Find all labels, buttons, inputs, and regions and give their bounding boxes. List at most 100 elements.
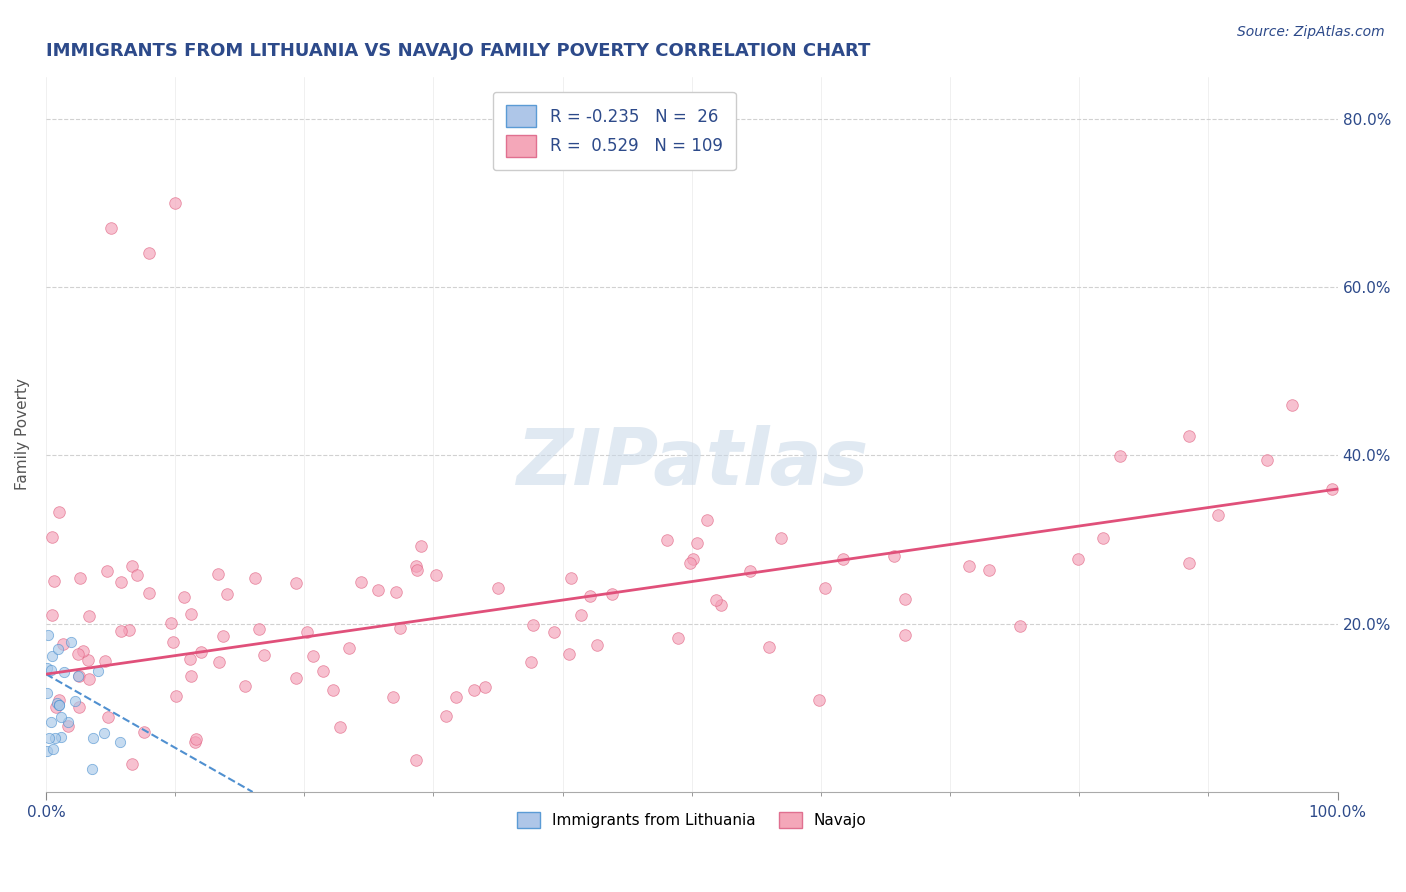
Point xyxy=(586,638,609,652)
Point xyxy=(322,683,344,698)
Point xyxy=(252,648,274,662)
Y-axis label: Family Poverty: Family Poverty xyxy=(15,378,30,491)
Point xyxy=(208,655,231,669)
Point xyxy=(558,647,581,661)
Point xyxy=(46,641,69,656)
Point xyxy=(132,724,155,739)
Point xyxy=(44,731,66,746)
Point xyxy=(682,552,704,566)
Point xyxy=(977,563,1000,577)
Point xyxy=(579,589,602,603)
Point xyxy=(58,719,80,733)
Point xyxy=(302,648,325,663)
Point xyxy=(1010,619,1032,633)
Point xyxy=(233,679,256,693)
Point xyxy=(41,649,63,664)
Text: IMMIGRANTS FROM LITHUANIA VS NAVAJO FAMILY POVERTY CORRELATION CHART: IMMIGRANTS FROM LITHUANIA VS NAVAJO FAMI… xyxy=(46,42,870,60)
Point xyxy=(543,624,565,639)
Point xyxy=(41,741,63,756)
Point xyxy=(48,698,70,713)
Legend: Immigrants from Lithuania, Navajo: Immigrants from Lithuania, Navajo xyxy=(510,805,873,834)
Point xyxy=(66,668,89,682)
Point xyxy=(39,663,62,677)
Point xyxy=(48,506,70,520)
Point xyxy=(173,590,195,604)
Point xyxy=(77,609,100,624)
Point xyxy=(77,672,100,686)
Point xyxy=(297,624,319,639)
Point xyxy=(883,549,905,563)
Point xyxy=(48,698,70,712)
Point xyxy=(52,637,75,651)
Point xyxy=(217,587,239,601)
Point xyxy=(405,559,427,574)
Point xyxy=(696,513,718,527)
Point xyxy=(1256,453,1278,467)
Point xyxy=(337,641,360,656)
Point xyxy=(159,615,181,630)
Point xyxy=(66,647,89,661)
Point xyxy=(165,195,187,210)
Point xyxy=(184,732,207,747)
Point xyxy=(87,664,110,678)
Point xyxy=(385,585,408,599)
Point xyxy=(808,692,831,706)
Point xyxy=(72,643,94,657)
Point xyxy=(37,686,59,700)
Point xyxy=(519,655,541,669)
Point xyxy=(59,635,82,649)
Point xyxy=(434,709,457,723)
Point xyxy=(52,665,75,679)
Point xyxy=(121,756,143,771)
Point xyxy=(180,669,202,683)
Point xyxy=(814,582,837,596)
Point xyxy=(405,563,427,577)
Point xyxy=(1067,551,1090,566)
Point xyxy=(285,576,308,591)
Point xyxy=(1177,428,1199,442)
Point xyxy=(179,652,201,666)
Point xyxy=(110,574,132,589)
Point xyxy=(247,622,270,636)
Point xyxy=(82,731,104,746)
Point xyxy=(118,623,141,637)
Point xyxy=(425,567,447,582)
Point xyxy=(165,690,187,704)
Point xyxy=(138,246,160,260)
Point xyxy=(190,645,212,659)
Point xyxy=(42,574,65,588)
Point xyxy=(1109,449,1132,463)
Point xyxy=(183,735,205,749)
Point xyxy=(93,726,115,740)
Point xyxy=(569,607,592,622)
Point xyxy=(69,571,91,585)
Point xyxy=(51,710,73,724)
Text: ZIPatlas: ZIPatlas xyxy=(516,425,868,501)
Point xyxy=(45,700,67,714)
Point xyxy=(67,668,90,682)
Point xyxy=(67,699,90,714)
Point xyxy=(522,618,544,632)
Point xyxy=(1206,508,1229,522)
Point xyxy=(110,624,132,638)
Point xyxy=(207,567,229,582)
Point xyxy=(389,621,412,635)
Point xyxy=(243,571,266,585)
Point xyxy=(162,635,184,649)
Point xyxy=(1177,556,1199,570)
Point xyxy=(312,665,335,679)
Point xyxy=(284,672,307,686)
Point xyxy=(37,744,59,758)
Point xyxy=(100,221,122,235)
Point xyxy=(48,693,70,707)
Point xyxy=(894,628,917,642)
Point xyxy=(405,753,427,767)
Point xyxy=(350,574,373,589)
Point xyxy=(758,640,780,654)
Point xyxy=(1281,398,1303,412)
Point xyxy=(709,599,731,613)
Point xyxy=(39,714,62,729)
Point xyxy=(180,607,202,622)
Point xyxy=(1091,531,1114,545)
Point xyxy=(329,720,352,734)
